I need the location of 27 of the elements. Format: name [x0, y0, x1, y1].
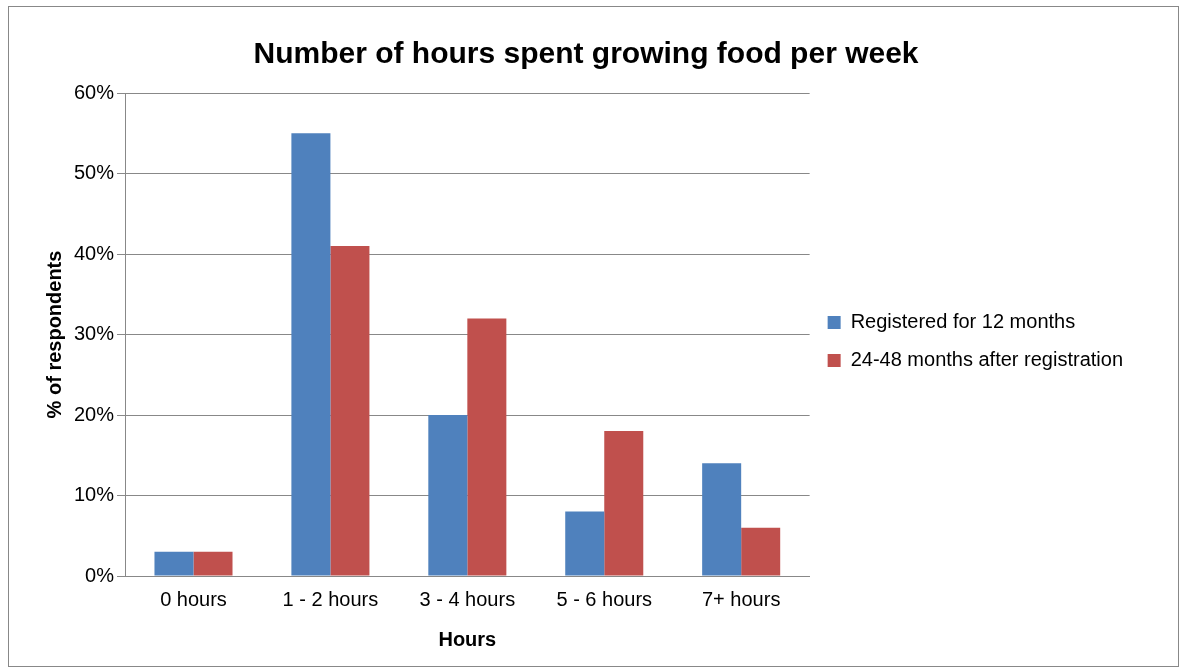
bar [565, 511, 605, 576]
y-tick-label: 20% [74, 402, 115, 425]
y-tick-label: 30% [74, 322, 115, 345]
y-tick-label: 0% [85, 563, 115, 586]
bar [741, 527, 781, 576]
legend-label: Registered for 12 months [850, 310, 1076, 333]
x-tick-label: 5 - 6 hours [556, 587, 653, 610]
y-tick-label: 50% [74, 161, 115, 184]
bar [702, 463, 742, 576]
bar [428, 415, 468, 576]
y-tick-label: 10% [74, 483, 115, 506]
bar [604, 431, 644, 576]
legend-label: 24-48 months after registration [850, 348, 1124, 371]
x-tick-label: 3 - 4 hours [419, 587, 516, 610]
x-axis-title: Hours [438, 627, 497, 650]
chart-title: Number of hours spent growing food per week [253, 36, 919, 70]
bar [154, 551, 194, 576]
bar [330, 245, 370, 576]
y-axis-title: % of respondents [42, 250, 65, 419]
x-tick-label: 0 hours [160, 587, 227, 610]
bar [193, 551, 233, 576]
x-tick-label: 1 - 2 hours [282, 587, 379, 610]
bar [291, 133, 331, 576]
bar [467, 318, 507, 576]
y-tick-label: 40% [74, 241, 115, 264]
x-tick-label: 7+ hours [701, 587, 781, 610]
y-tick-label: 60% [74, 80, 115, 103]
